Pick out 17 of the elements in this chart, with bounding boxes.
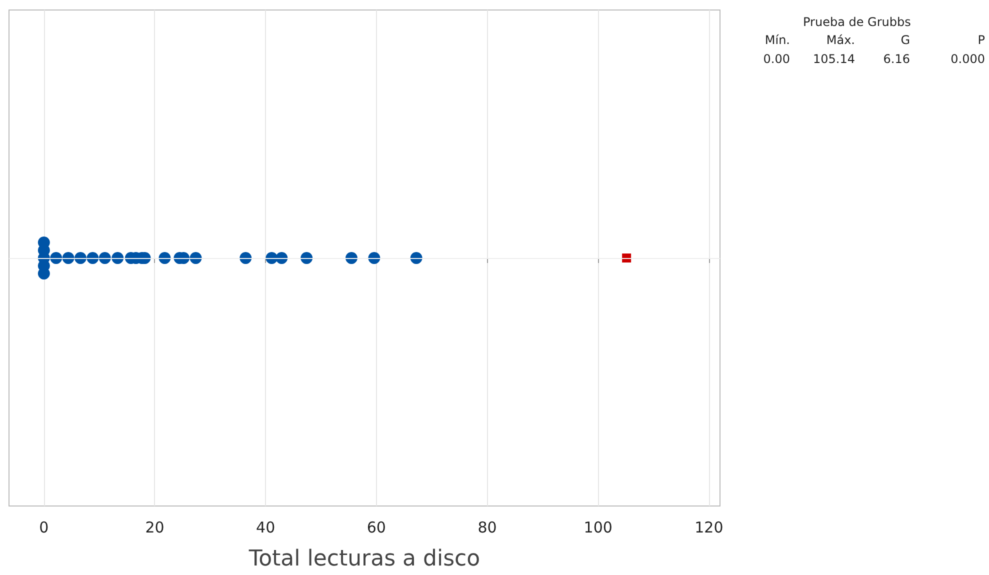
text: Máx.	[826, 33, 855, 47]
x-axis-title: Total lecturas a disco	[248, 546, 480, 572]
x-tick-label: 20	[145, 518, 164, 536]
x-tick-label: 80	[478, 518, 497, 536]
text: G	[900, 33, 910, 47]
text: 105.14	[813, 52, 855, 66]
x-tick-label: 0	[39, 518, 49, 536]
text: 6.16	[883, 52, 910, 66]
x-tick-label: 120	[694, 518, 724, 536]
text: Mín.	[764, 33, 790, 47]
x-tick-label: 100	[584, 518, 612, 536]
text: Prueba de Grubbs	[803, 15, 911, 29]
text: 0.00	[763, 52, 790, 66]
x-tick-label: 60	[366, 518, 386, 536]
x-tick-label: 40	[256, 518, 276, 536]
text: 0.000	[950, 52, 985, 66]
text: P	[978, 33, 985, 47]
